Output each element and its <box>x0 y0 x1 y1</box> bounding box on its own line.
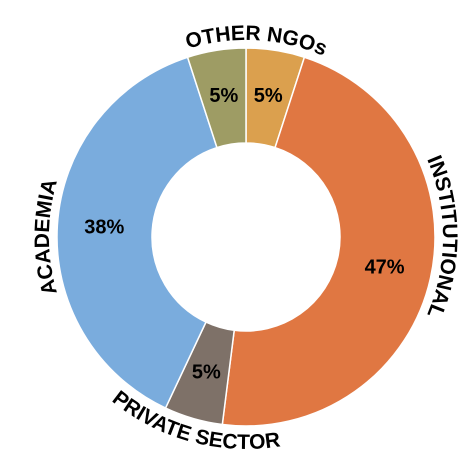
value-label: 5% <box>209 85 238 107</box>
donut-slice <box>56 56 218 410</box>
donut-slice <box>186 47 247 149</box>
donut-slice <box>221 56 436 427</box>
value-label: 47% <box>365 256 405 278</box>
value-label: 5% <box>192 362 221 384</box>
value-label: 38% <box>84 216 124 238</box>
value-label: 5% <box>254 85 283 107</box>
